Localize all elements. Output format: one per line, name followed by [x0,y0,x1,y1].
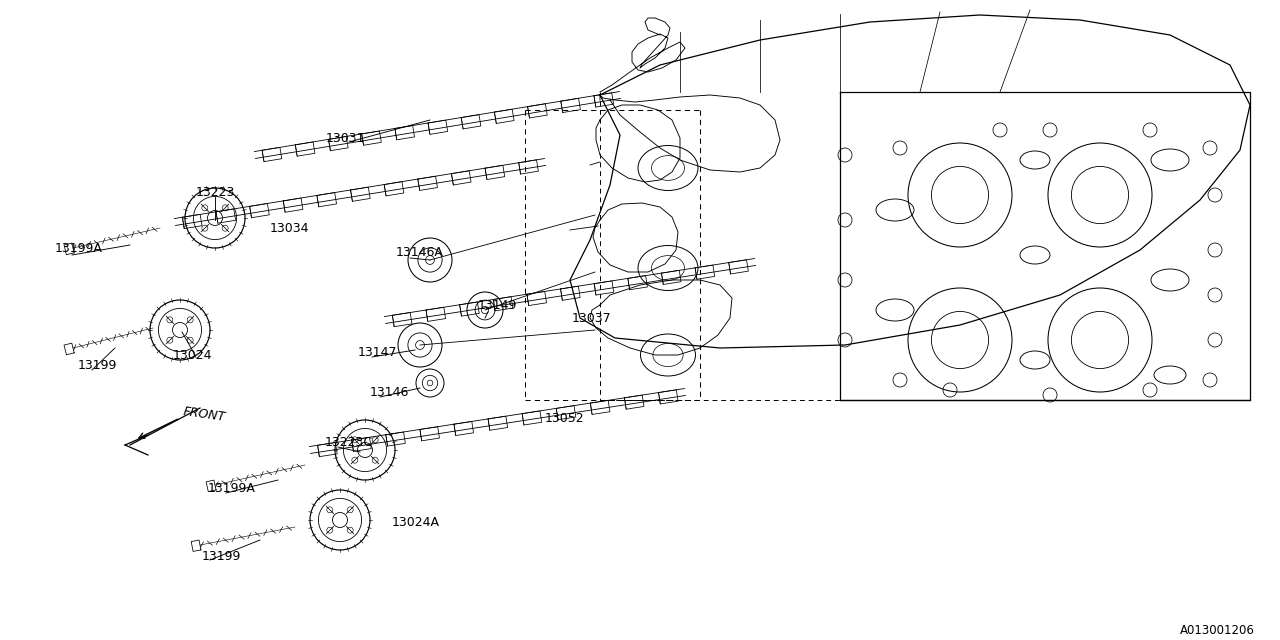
Text: 13052: 13052 [545,412,585,424]
Text: 13199: 13199 [202,550,242,563]
Text: 13031: 13031 [326,131,366,145]
Text: 13149: 13149 [477,298,517,312]
Text: A013001206: A013001206 [1180,623,1254,637]
Text: 13146: 13146 [370,387,410,399]
Text: 13024: 13024 [173,349,211,362]
Text: 13223C: 13223C [325,435,374,449]
Text: 13024A: 13024A [392,515,440,529]
Text: 13034: 13034 [270,221,310,234]
Text: 13146A: 13146A [396,246,444,259]
Text: 13037: 13037 [572,312,612,324]
Text: 13147: 13147 [358,346,398,358]
Text: FRONT: FRONT [182,406,227,424]
Text: 13199A: 13199A [209,481,256,495]
Text: 13223: 13223 [196,186,234,198]
Text: 13199A: 13199A [55,241,102,255]
Text: 13199: 13199 [78,358,118,371]
